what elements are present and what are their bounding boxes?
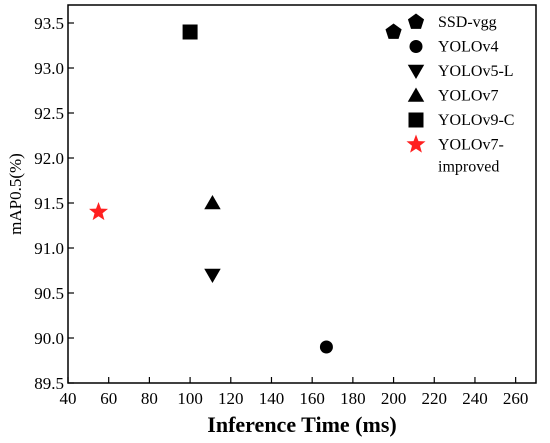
x-tick-label: 80 (141, 389, 158, 408)
legend: SSD-vgg YOLOv4 YOLOv5-L YOLOv7 YOLOv9-C YOLOv… (406, 13, 514, 176)
y-tick-label: 93.5 (34, 14, 64, 33)
x-tick-label: 100 (177, 389, 203, 408)
plot-frame (67, 4, 537, 384)
legend-label: improved (438, 159, 499, 176)
y-tick-label: 93.0 (34, 59, 64, 78)
x-axis-title: Inference Time (ms) (207, 412, 396, 437)
x-tick-label: 40 (60, 389, 77, 408)
legend-label: YOLOv5-L (438, 63, 514, 80)
y-tick-label: 91.5 (34, 194, 64, 213)
legend-marker (407, 13, 425, 29)
legend-marker (407, 64, 425, 79)
legend-marker (407, 87, 425, 102)
x-tick-label: 260 (503, 389, 529, 408)
y-tick-label: 91.0 (34, 239, 64, 258)
legend-label: SSD-vgg (438, 14, 497, 31)
data-point (204, 268, 221, 283)
x-tick-label: 160 (299, 389, 325, 408)
data-points (89, 23, 402, 354)
y-axis-title: mAP0.5(%) (6, 153, 25, 235)
legend-marker (408, 112, 424, 128)
data-point (182, 24, 198, 40)
x-axis: 40 60 80 100 120 140 160 180 200 220 240 260 (60, 377, 529, 408)
y-tick-label: 90.0 (34, 329, 64, 348)
data-point (89, 202, 109, 221)
data-point (204, 195, 221, 210)
legend-label: YOLOv4 (438, 39, 498, 56)
x-tick-label: 240 (462, 389, 488, 408)
x-tick-label: 220 (422, 389, 448, 408)
legend-marker (406, 134, 426, 153)
legend-marker (409, 40, 423, 53)
x-tick-label: 60 (100, 389, 117, 408)
x-tick-label: 140 (259, 389, 285, 408)
x-tick-label: 180 (340, 389, 366, 408)
x-tick-label: 200 (381, 389, 407, 408)
data-point (319, 340, 333, 354)
legend-label: YOLOv7- (438, 137, 504, 154)
y-tick-label: 92.5 (34, 104, 64, 123)
y-axis: 89.5 90.0 90.5 91.0 91.5 92.0 92.5 93.0 93.5 (34, 14, 74, 393)
legend-label: YOLOv9-C (438, 112, 514, 129)
y-tick-label: 89.5 (34, 374, 64, 393)
y-tick-label: 92.0 (34, 149, 64, 168)
legend-label: YOLOv7 (438, 88, 498, 105)
x-tick-label: 120 (218, 389, 244, 408)
y-tick-label: 90.5 (34, 284, 64, 303)
data-point (385, 23, 402, 39)
